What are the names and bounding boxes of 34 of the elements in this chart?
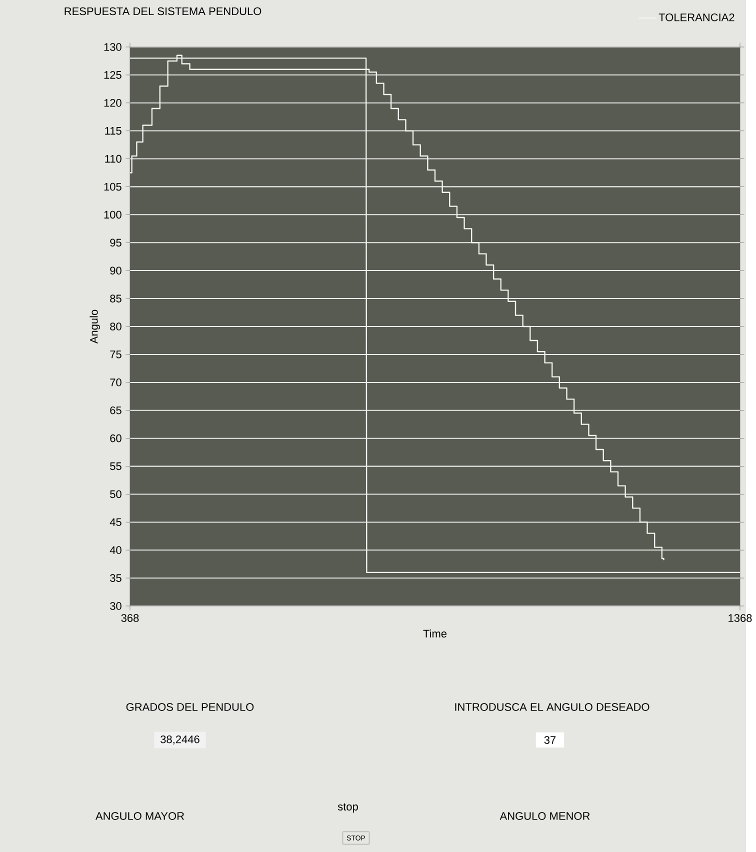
x-tick-label: 1368 (728, 614, 752, 622)
y-tick-label: 85 (110, 294, 122, 302)
y-tick-label: 40 (110, 546, 122, 554)
y-tick-label: 115 (105, 127, 122, 135)
y-tick-label: 105 (104, 182, 122, 191)
chart-title: RESPUESTA DEL SISTEMA PENDULO (64, 7, 262, 16)
text: 38,2446 (160, 735, 200, 745)
x-tick-label: 368 (121, 614, 139, 622)
y-tick-label: 80 (110, 322, 122, 330)
y-tick-label: 95 (110, 238, 122, 247)
y-tick-label: 125 (104, 71, 122, 79)
y-tick-label: 130 (104, 43, 122, 51)
text: ANGULO MAYOR (96, 812, 184, 820)
y-tick-label: 110 (105, 154, 122, 163)
y-tick-label: 60 (110, 434, 122, 442)
legend-label: TOLERANCIA2 (658, 13, 734, 22)
y-tick-label: 75 (110, 350, 122, 358)
y-tick-label: 55 (110, 462, 122, 470)
y-tick-label: 45 (110, 518, 122, 526)
y-tick-label: 70 (110, 378, 122, 386)
y-axis-title: Angulo (90, 310, 100, 344)
text: INTRODUSCA EL ANGULO DESEADO (455, 703, 650, 711)
y-tick-label: 50 (110, 490, 122, 498)
y-tick-label: 100 (104, 210, 122, 219)
y-tick-label: 90 (110, 266, 122, 274)
y-tick-label: 120 (104, 99, 122, 107)
text: 37 (544, 736, 556, 744)
text: stop (338, 803, 358, 813)
y-tick-label: 30 (110, 602, 122, 610)
y-tick-label: 35 (110, 574, 122, 582)
text: ANGULO MENOR (500, 812, 590, 820)
y-tick-label: 65 (110, 406, 122, 414)
x-axis-title: Time (423, 629, 447, 638)
text: GRADOS DEL PENDULO (126, 703, 254, 711)
